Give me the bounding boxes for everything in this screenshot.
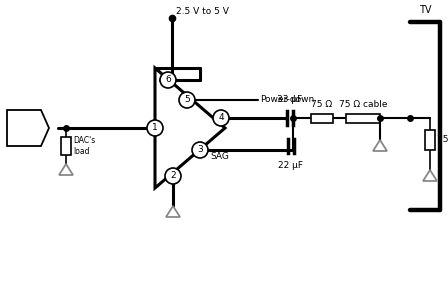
Text: 4: 4 [218,113,224,122]
Circle shape [165,168,181,184]
Circle shape [192,142,208,158]
Polygon shape [7,110,49,146]
Text: 1: 1 [152,124,158,133]
Text: 75 Ω: 75 Ω [311,100,332,109]
Text: 2.5 V to 5 V: 2.5 V to 5 V [176,7,229,16]
Circle shape [147,120,163,136]
Circle shape [179,92,195,108]
Text: 75 Ω: 75 Ω [437,135,448,144]
Circle shape [213,110,229,126]
Bar [311,113,333,122]
Text: Video
DAC: Video DAC [13,118,36,138]
Text: 22 μF: 22 μF [279,161,303,170]
Text: 33 μF: 33 μF [277,95,303,104]
Text: 6: 6 [165,76,171,85]
Bar [346,113,380,122]
Text: DAC's
load: DAC's load [73,136,95,156]
Text: 3: 3 [197,146,203,155]
Text: 75 Ω cable: 75 Ω cable [339,100,387,109]
Bar [61,137,71,155]
Text: 2: 2 [170,171,176,180]
Bar [425,130,435,150]
Text: Power-down: Power-down [260,94,314,103]
Text: TV: TV [419,5,431,15]
Circle shape [160,72,176,88]
Text: 5: 5 [184,96,190,105]
Text: SAG: SAG [210,152,229,161]
